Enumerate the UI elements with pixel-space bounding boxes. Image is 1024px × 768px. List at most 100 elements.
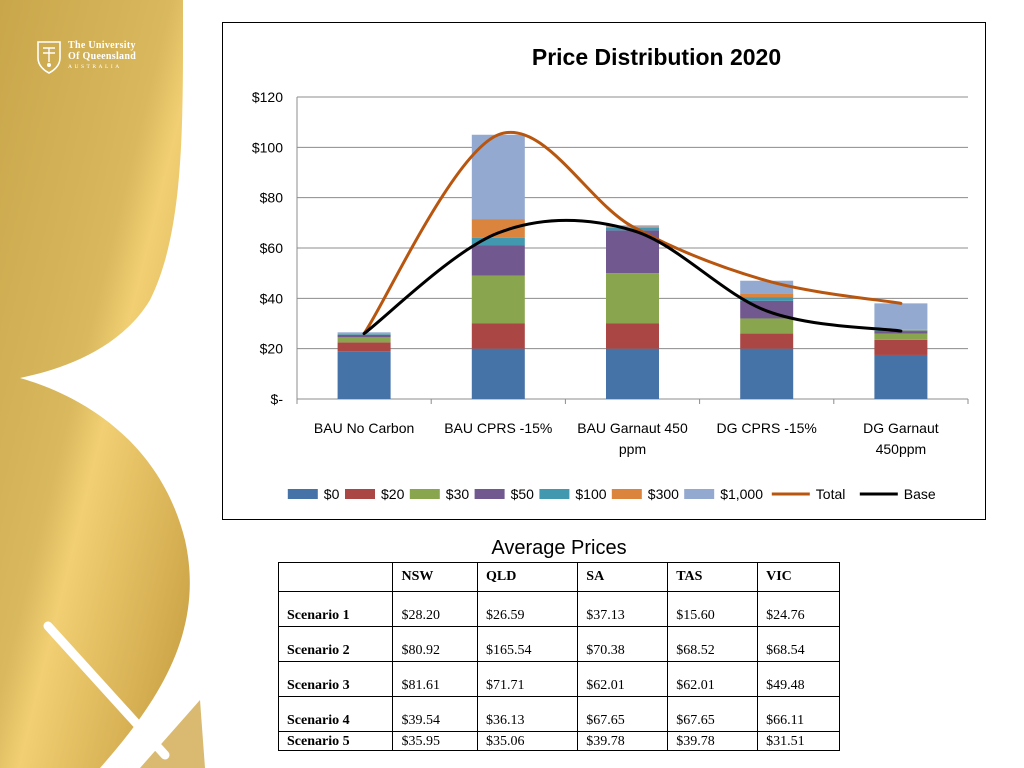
bar-segment	[471, 219, 525, 238]
table-cell: $37.13	[577, 591, 669, 627]
column-header: VIC	[757, 562, 840, 592]
table-cell: $39.78	[667, 731, 759, 751]
bar-segment	[471, 323, 525, 349]
legend-label: $100	[575, 486, 606, 502]
table-cell: $36.13	[477, 696, 579, 732]
row-label: Scenario 3	[277, 661, 394, 697]
table-cell: $70.38	[577, 626, 669, 662]
table-cell: $35.06	[477, 731, 579, 751]
crest-icon	[37, 41, 61, 74]
series-line-base	[362, 218, 903, 336]
x-category-label: BAU Garnaut 450	[577, 420, 688, 436]
legend-label: $1,000	[720, 486, 763, 502]
table-cell: $39.54	[392, 696, 479, 732]
x-category-label: 450ppm	[876, 441, 927, 457]
x-category-label: DG CPRS -15%	[717, 420, 817, 436]
legend-swatch	[611, 489, 642, 499]
legend-swatch	[474, 489, 505, 499]
x-category-label: DG Garnaut	[863, 420, 939, 436]
table-cell: $80.92	[392, 626, 479, 662]
y-tick-label: $-	[271, 391, 284, 407]
bar-segment	[740, 348, 794, 399]
bar-segment	[606, 348, 659, 399]
bar-segment	[874, 354, 928, 399]
table-row: Scenario 5 $35.95 $35.06 $39.78 $39.78 $31.51	[277, 731, 840, 751]
table-cell: $68.54	[757, 626, 840, 662]
column-header: SA	[577, 562, 669, 592]
legend-label: $30	[446, 486, 470, 502]
table-cell: $49.48	[757, 661, 840, 697]
row-label: Scenario 5	[277, 731, 394, 751]
table-cell: $165.54	[477, 626, 579, 662]
chart-frame: Price Distribution 2020 $- $20 $40 $60 $80 $10…	[222, 22, 986, 520]
table-row: Scenario 1 $28.20 $26.59 $37.13 $15.60 $24.76	[277, 591, 840, 627]
legend-label: Total	[816, 486, 846, 502]
table-cell: $71.71	[477, 661, 579, 697]
table-cell: $81.61	[392, 661, 479, 697]
x-category-label: BAU No Carbon	[314, 420, 414, 436]
y-tick-label: $40	[260, 290, 284, 306]
legend-label: $0	[324, 486, 340, 502]
bar-segment	[337, 351, 391, 399]
y-tick-label: $20	[260, 341, 284, 357]
table-cell: $26.59	[477, 591, 579, 627]
logo-line-3: AUSTRALIA	[68, 64, 122, 70]
bar-segment	[471, 275, 525, 324]
table-cell: $67.65	[577, 696, 669, 732]
legend-swatch	[345, 489, 375, 499]
bar-segment	[740, 333, 794, 349]
column-header	[277, 562, 394, 592]
bar-segment	[740, 280, 794, 294]
table-cell: $24.76	[757, 591, 840, 627]
bar-segment	[606, 323, 659, 349]
price-distribution-chart: Price Distribution 2020 $- $20 $40 $60 $80 $10…	[252, 44, 969, 502]
table-cell: $31.51	[757, 731, 840, 751]
column-header: TAS	[667, 562, 759, 592]
bar-segment	[337, 342, 391, 352]
logo-line-2: Of Queensland	[68, 51, 137, 62]
bar-segment	[740, 318, 794, 334]
table-cell: $62.01	[667, 661, 759, 697]
university-logo: The University Of Queensland AUSTRALIA	[36, 40, 166, 80]
table-row: Scenario 3 $81.61 $71.71 $62.01 $62.01 $49.48	[277, 661, 840, 697]
table-cell: $39.78	[577, 731, 669, 751]
y-tick-label: $60	[260, 240, 284, 256]
bar-segment	[471, 237, 525, 246]
column-header: QLD	[477, 562, 579, 592]
y-tick-label: $100	[252, 139, 283, 155]
y-tick-label: $120	[252, 89, 283, 105]
table-row: Scenario 2 $80.92 $165.54 $70.38 $68.52 $68.5…	[277, 626, 840, 662]
bar-segment	[874, 333, 928, 340]
table-cell: $68.52	[667, 626, 759, 662]
bar-segment	[874, 339, 928, 355]
row-label: Scenario 2	[277, 626, 394, 662]
average-prices-table: NSW QLD SA TAS VIC Scenario 1 $28.20 $26.59 $37.…	[277, 562, 840, 751]
table-cell: $35.95	[392, 731, 479, 751]
x-category-label: BAU CPRS -15%	[444, 420, 552, 436]
legend-swatch	[409, 489, 440, 499]
legend-label: Base	[904, 486, 936, 502]
white-diagonal-stroke	[43, 621, 170, 760]
row-label: Scenario 1	[277, 591, 394, 627]
table-cell: $67.65	[667, 696, 759, 732]
logo-line-1: The University	[68, 40, 136, 51]
legend-label: $50	[511, 486, 535, 502]
series-line-total	[362, 130, 903, 336]
table-cell: $62.01	[577, 661, 669, 697]
bar-segment	[471, 245, 525, 276]
table-cell: $66.11	[757, 696, 840, 732]
legend-swatch	[684, 489, 715, 499]
bar-segment	[874, 303, 928, 330]
column-header: NSW	[392, 562, 479, 592]
x-category-label: ppm	[619, 441, 646, 457]
y-tick-label: $80	[260, 190, 284, 206]
legend-label: $20	[381, 486, 405, 502]
bar-segment	[740, 297, 794, 301]
row-label: Scenario 4	[277, 696, 394, 732]
table-row: Scenario 4 $39.54 $36.13 $67.65 $67.65 $66.11	[277, 696, 840, 732]
legend-label: $300	[648, 486, 679, 502]
legend-swatch	[287, 489, 318, 499]
bar-segment	[337, 334, 391, 338]
bar-segment	[606, 273, 659, 324]
